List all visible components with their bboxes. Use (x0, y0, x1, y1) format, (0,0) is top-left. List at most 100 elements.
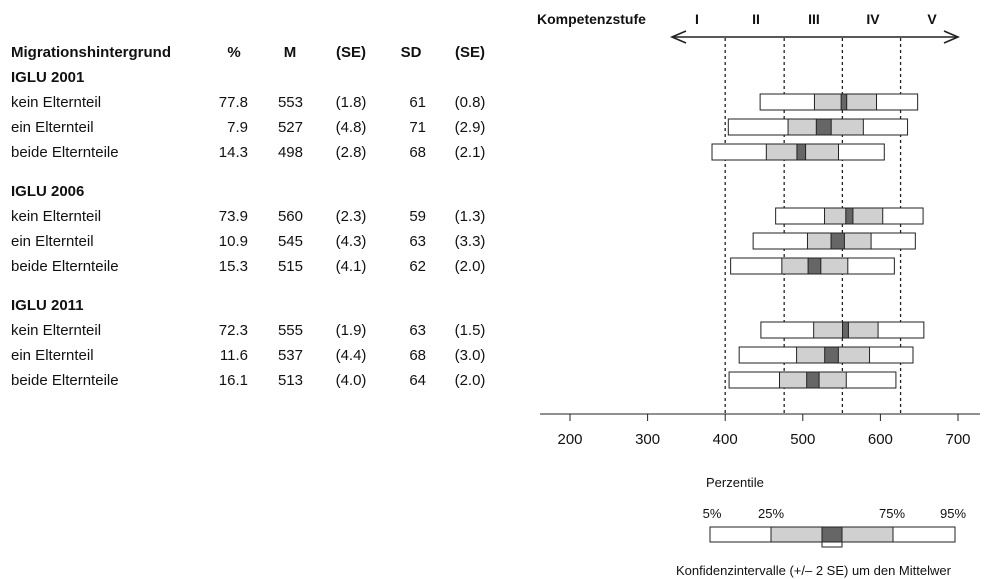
table-cell: (2.1) (455, 144, 486, 161)
table-cell: 73.9 (219, 208, 248, 225)
x-tick-label: 500 (790, 431, 815, 448)
percentile-bar (752, 232, 916, 250)
group-title: IGLU 2011 (11, 297, 84, 314)
table-cell: 14.3 (219, 144, 248, 161)
table-cell: (3.3) (455, 233, 486, 250)
table-header-col: (SE) (336, 44, 366, 61)
x-tick-label: 700 (945, 431, 970, 448)
legend-percentile-label: 25% (758, 506, 784, 521)
legend-title: Perzentile (706, 475, 764, 490)
table-cell: 71 (409, 119, 426, 136)
scale-label: Kompetenzstufe (537, 11, 646, 27)
level-label: IV (866, 11, 880, 27)
level-label: II (752, 11, 760, 27)
data-table: Migrationshintergrund% M (SE) SD (SE) IGLU 20… (11, 44, 485, 389)
table-header-col: % (227, 44, 240, 61)
percentile-bar (759, 93, 919, 111)
row-label: kein Elternteil (11, 94, 101, 111)
table-cell: (0.8) (455, 94, 486, 111)
row-label: kein Elternteil (11, 208, 101, 225)
table-cell: 545 (278, 233, 303, 250)
percentile-bar (711, 143, 885, 161)
x-tick-label: 400 (713, 431, 738, 448)
legend-percentile-label: 95% (940, 506, 966, 521)
table-cell: (2.0) (455, 372, 486, 389)
bar-mean-ci (840, 93, 848, 111)
bar-mean-ci (796, 143, 807, 161)
table-cell: 68 (409, 144, 426, 161)
bar-mean-ci (824, 346, 839, 364)
percentile-bar (775, 207, 924, 225)
group-title: IGLU 2001 (11, 69, 84, 86)
table-cell: 15.3 (219, 258, 248, 275)
percentile-legend: Perzentile 5% 25% 75% 95% Konfidenzintervalle… (676, 475, 966, 578)
table-cell: (3.0) (455, 347, 486, 364)
table-cell: 560 (278, 208, 303, 225)
row-label: kein Elternteil (11, 322, 101, 339)
x-tick-label: 200 (557, 431, 582, 448)
bar-mean-ci (845, 207, 854, 225)
table-cell: 498 (278, 144, 303, 161)
table-cell: (2.3) (336, 208, 367, 225)
table-cell: 64 (409, 372, 426, 389)
table-cell: 61 (409, 94, 426, 111)
table-header-col: (SE) (455, 44, 485, 61)
legend-bar-mean-ci (821, 526, 843, 543)
level-label: III (808, 11, 820, 27)
table-cell: (2.8) (336, 144, 367, 161)
bar-p25-p75 (824, 207, 884, 225)
table-cell: 16.1 (219, 372, 248, 389)
legend-percentile-label: 75% (879, 506, 905, 521)
bar-mean-ci (807, 257, 822, 275)
percentile-bar (728, 371, 897, 389)
scale-arrow-left-head (669, 30, 687, 44)
table-cell: 515 (278, 258, 303, 275)
table-cell: 68 (409, 347, 426, 364)
table-cell: 77.8 (219, 94, 248, 111)
legend-ci-bracket (821, 542, 843, 548)
row-label: ein Elternteil (11, 233, 94, 250)
x-tick-label: 600 (868, 431, 893, 448)
table-cell: (1.8) (336, 94, 367, 111)
bar-mean-ci (830, 232, 845, 250)
table-cell: (4.1) (336, 258, 367, 275)
table-cell: 537 (278, 347, 303, 364)
group-title: IGLU 2006 (11, 183, 84, 200)
table-cell: 513 (278, 372, 303, 389)
bar-mean-ci (842, 321, 849, 339)
row-label: ein Elternteil (11, 347, 94, 364)
bar-mean-ci (806, 371, 820, 389)
table-cell: 11.6 (220, 347, 248, 364)
level-label: V (927, 11, 937, 27)
row-label: ein Elternteil (11, 119, 94, 136)
level-label: I (695, 11, 699, 27)
table-cell: 63 (409, 233, 426, 250)
legend-percentile-label: 5% (703, 506, 722, 521)
table-cell: 72.3 (219, 322, 248, 339)
bar-mean-ci (815, 118, 832, 136)
table-cell: (4.8) (336, 119, 367, 136)
x-tick-label: 300 (635, 431, 660, 448)
legend-caption: Konfidenzintervalle (+/– 2 SE) um den Mi… (676, 563, 952, 578)
table-cell: (1.9) (336, 322, 367, 339)
table-cell: 555 (278, 322, 303, 339)
table-cell: (1.3) (455, 208, 486, 225)
table-header-col: M (284, 44, 297, 61)
row-label: beide Elternteile (11, 258, 119, 275)
percentile-bar (730, 257, 895, 275)
row-label: beide Elternteile (11, 144, 119, 161)
table-cell: 527 (278, 119, 303, 136)
table-cell: 10.9 (219, 233, 248, 250)
table-cell: (1.5) (455, 322, 486, 339)
table-header-label: Migrationshintergrund (11, 44, 171, 61)
table-cell: 59 (409, 208, 426, 225)
row-label: beide Elternteile (11, 372, 119, 389)
table-cell: 63 (409, 322, 426, 339)
percentile-bar (738, 346, 914, 364)
percentile-bar (760, 321, 925, 339)
table-cell: (4.0) (336, 372, 367, 389)
percentile-bar (727, 118, 909, 136)
scale-arrow-right-head (943, 30, 961, 44)
